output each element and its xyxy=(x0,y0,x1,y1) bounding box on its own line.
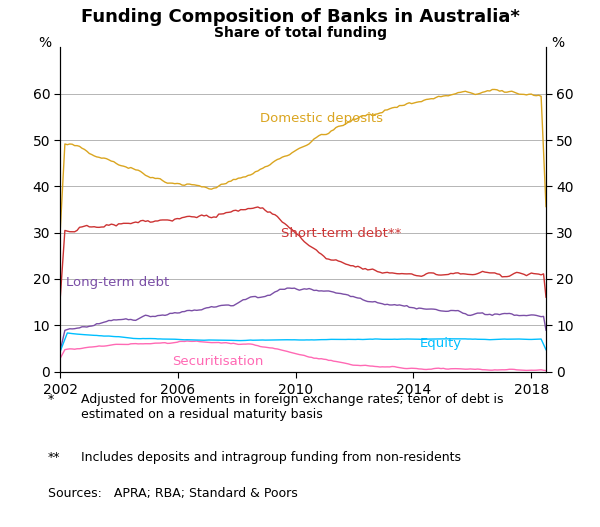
Text: Domestic deposits: Domestic deposits xyxy=(260,112,383,124)
Text: Share of total funding: Share of total funding xyxy=(214,26,386,41)
Text: Adjusted for movements in foreign exchange rates; tenor of debt is
estimated on : Adjusted for movements in foreign exchan… xyxy=(81,393,503,421)
Text: **: ** xyxy=(48,451,61,464)
Text: Short-term debt**: Short-term debt** xyxy=(281,227,401,240)
Text: Funding Composition of Banks in Australia*: Funding Composition of Banks in Australi… xyxy=(80,8,520,26)
Text: %: % xyxy=(38,35,52,50)
Text: *: * xyxy=(48,393,54,406)
Text: Equity: Equity xyxy=(419,337,461,350)
Text: Includes deposits and intragroup funding from non-residents: Includes deposits and intragroup funding… xyxy=(81,451,461,464)
Text: %: % xyxy=(551,35,565,50)
Text: Sources:   APRA; RBA; Standard & Poors: Sources: APRA; RBA; Standard & Poors xyxy=(48,487,298,501)
Text: Securitisation: Securitisation xyxy=(172,355,263,368)
Text: Long-term debt: Long-term debt xyxy=(66,276,169,289)
